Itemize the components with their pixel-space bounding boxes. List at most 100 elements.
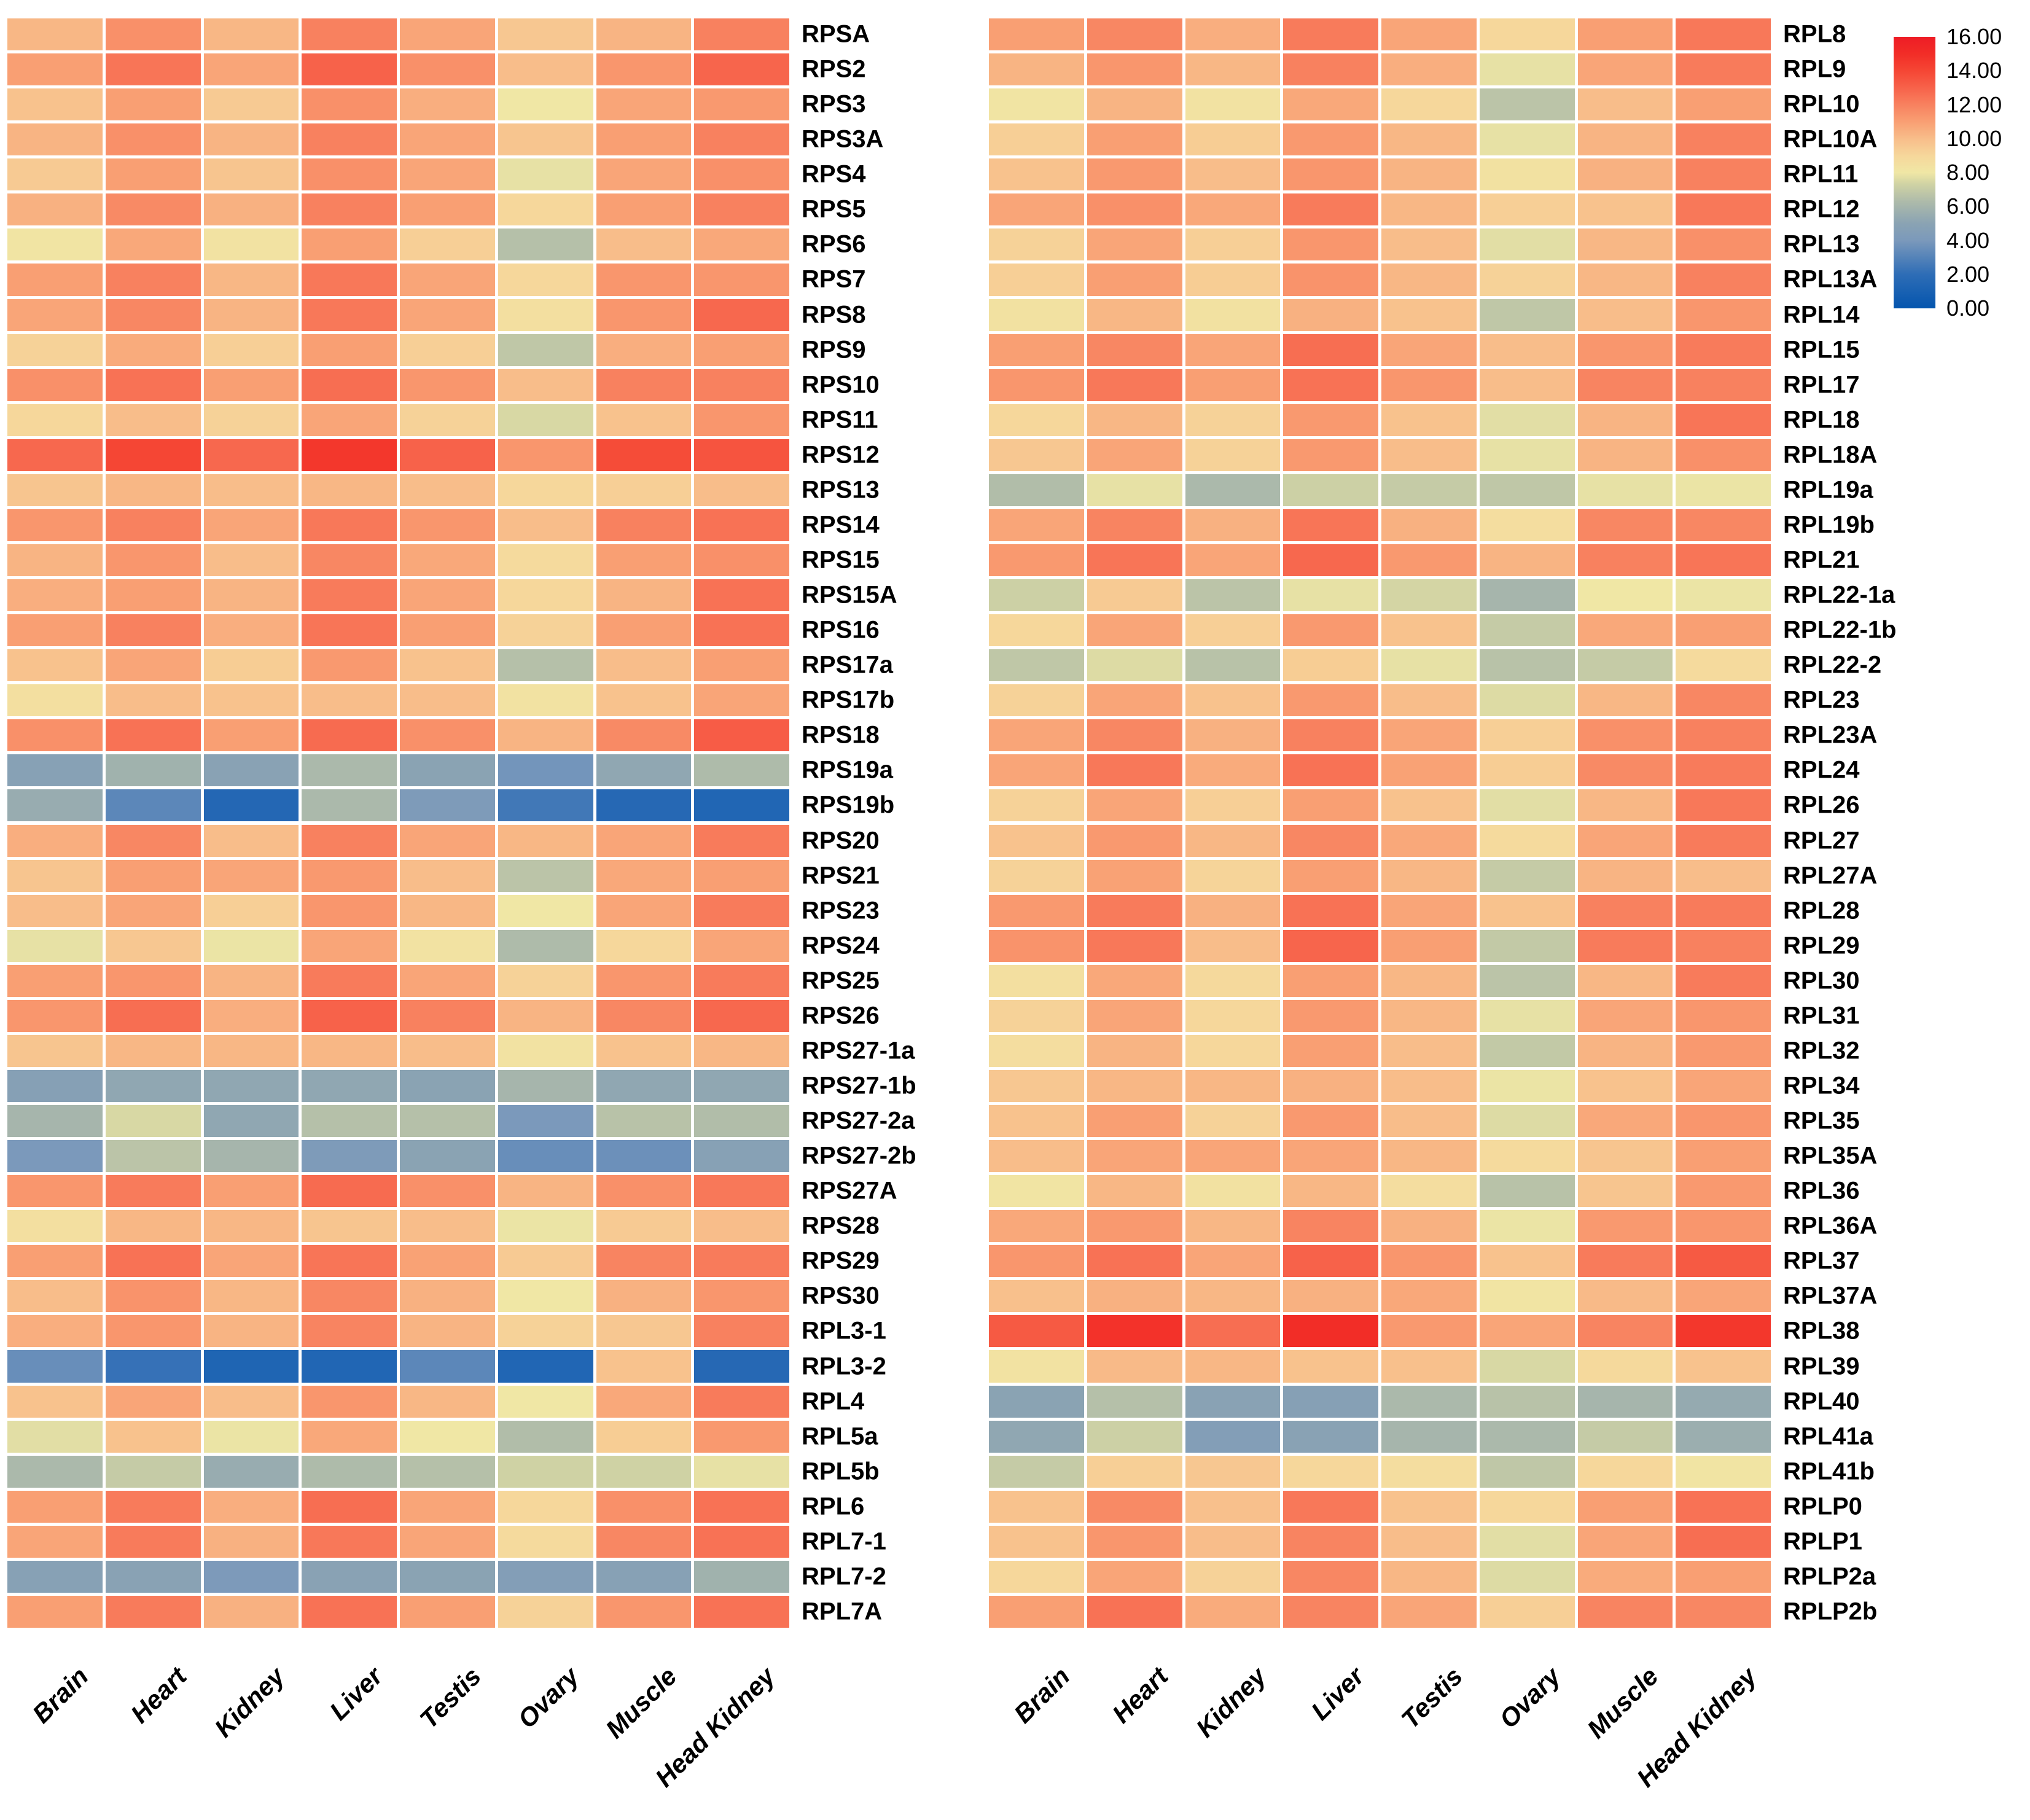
heatmap-panel-right: [989, 18, 1771, 1628]
heatmap-cell: [1479, 824, 1575, 857]
gene-row-label: RPL19a: [1783, 476, 1873, 504]
heatmap-cell: [498, 1490, 593, 1523]
heatmap-cell: [596, 1385, 692, 1418]
gene-row-label: RPL5a: [802, 1423, 878, 1450]
heatmap-cell: [1283, 1140, 1378, 1173]
heatmap-cell: [1577, 1069, 1673, 1103]
heatmap-cell: [302, 158, 397, 191]
gene-row-label: RPL28: [1783, 897, 1860, 924]
heatmap-cell: [7, 474, 103, 506]
heatmap-cell: [1381, 1560, 1477, 1593]
heatmap-cell: [105, 1525, 201, 1558]
heatmap-cell: [1283, 859, 1378, 892]
heatmap-cell: [302, 509, 397, 541]
heatmap-cell: [7, 1525, 103, 1558]
gene-row-label: RPS19a: [802, 756, 893, 784]
heatmap-cell: [1676, 1315, 1771, 1348]
heatmap-cell: [1087, 859, 1182, 892]
heatmap-cell: [1185, 1245, 1281, 1278]
heatmap-cell: [105, 1175, 201, 1208]
heatmap-cell: [203, 88, 299, 121]
gene-row-label: RPL8: [1783, 20, 1846, 48]
heatmap-cell: [203, 474, 299, 506]
heatmap-cell: [1676, 999, 1771, 1032]
heatmap-cell: [1185, 334, 1281, 366]
heatmap-cell: [1283, 53, 1378, 86]
gene-row-label: RPL7A: [802, 1598, 883, 1625]
heatmap-cell: [105, 999, 201, 1032]
heatmap-cell: [105, 1385, 201, 1418]
heatmap-cell: [1479, 579, 1575, 612]
colorbar-tick-label: 6.00: [1946, 193, 1990, 219]
heatmap-cell: [1283, 123, 1378, 156]
heatmap-cell: [596, 509, 692, 541]
gene-row-label: RPL30: [1783, 967, 1860, 994]
heatmap-cell: [596, 544, 692, 577]
heatmap-cell: [1381, 1490, 1477, 1523]
heatmap-cell: [203, 929, 299, 962]
heatmap-cell: [1087, 404, 1182, 436]
heatmap-cell: [105, 1210, 201, 1243]
heatmap-cell: [1185, 369, 1281, 401]
gene-row-label: RPL23: [1783, 686, 1860, 714]
gene-row-label: RPL13: [1783, 230, 1860, 258]
heatmap-cell: [1381, 1525, 1477, 1558]
heatmap-cell: [105, 1280, 201, 1313]
heatmap-cell: [1676, 1595, 1771, 1628]
heatmap-cell: [203, 369, 299, 401]
heatmap-cell: [1676, 1210, 1771, 1243]
heatmap-cell: [1479, 1280, 1575, 1313]
heatmap-cell: [1185, 1560, 1281, 1593]
heatmap-cell: [1577, 1034, 1673, 1067]
heatmap-cell: [105, 1420, 201, 1453]
heatmap-cell: [203, 649, 299, 682]
heatmap-cell: [105, 544, 201, 577]
heatmap-cell: [400, 1210, 495, 1243]
heatmap-cell: [1381, 474, 1477, 506]
heatmap-cell: [694, 684, 789, 717]
heatmap-cell: [1577, 509, 1673, 541]
heatmap-cell: [105, 18, 201, 51]
heatmap-cell: [498, 1315, 593, 1348]
heatmap-cell: [1676, 929, 1771, 962]
heatmap-cell: [400, 1490, 495, 1523]
heatmap-cell: [1479, 334, 1575, 366]
heatmap-cell: [1381, 1455, 1477, 1488]
heatmap-cell: [498, 1280, 593, 1313]
heatmap-cell: [596, 824, 692, 857]
heatmap-cell: [694, 1105, 789, 1138]
heatmap-cell: [400, 369, 495, 401]
gene-row-label: RPL15: [1783, 336, 1860, 364]
gene-row-label: RPL6: [802, 1493, 865, 1520]
heatmap-cell: [694, 1525, 789, 1558]
heatmap-cell: [7, 1350, 103, 1383]
heatmap-cell: [989, 1034, 1084, 1067]
heatmap-cell: [694, 1490, 789, 1523]
heatmap-cell: [302, 369, 397, 401]
heatmap-cell: [1283, 824, 1378, 857]
heatmap-cell: [1479, 474, 1575, 506]
gene-row-label: RPL18A: [1783, 441, 1878, 469]
heatmap-cell: [498, 334, 593, 366]
heatmap-cell: [1479, 1140, 1575, 1173]
heatmap-cell: [498, 1560, 593, 1593]
heatmap-cell: [1087, 1420, 1182, 1453]
heatmap-cell: [302, 649, 397, 682]
heatmap-cell: [302, 1175, 397, 1208]
heatmap-cell: [694, 299, 789, 331]
heatmap-cell: [203, 1420, 299, 1453]
heatmap-cell: [694, 334, 789, 366]
heatmap-cell: [989, 824, 1084, 857]
heatmap-cell: [1087, 1595, 1182, 1628]
tissue-column-label: Kidney: [1190, 1662, 1272, 1743]
heatmap-cell: [7, 228, 103, 261]
gene-row-label: RPS27A: [802, 1177, 897, 1205]
heatmap-cell: [1185, 684, 1281, 717]
heatmap-cell: [1283, 509, 1378, 541]
heatmap-cell: [989, 1525, 1084, 1558]
heatmap-cell: [1381, 789, 1477, 822]
heatmap-cell: [1577, 789, 1673, 822]
heatmap-cell: [203, 158, 299, 191]
heatmap-cell: [1676, 18, 1771, 51]
gene-row-label: RPL37A: [1783, 1282, 1878, 1310]
